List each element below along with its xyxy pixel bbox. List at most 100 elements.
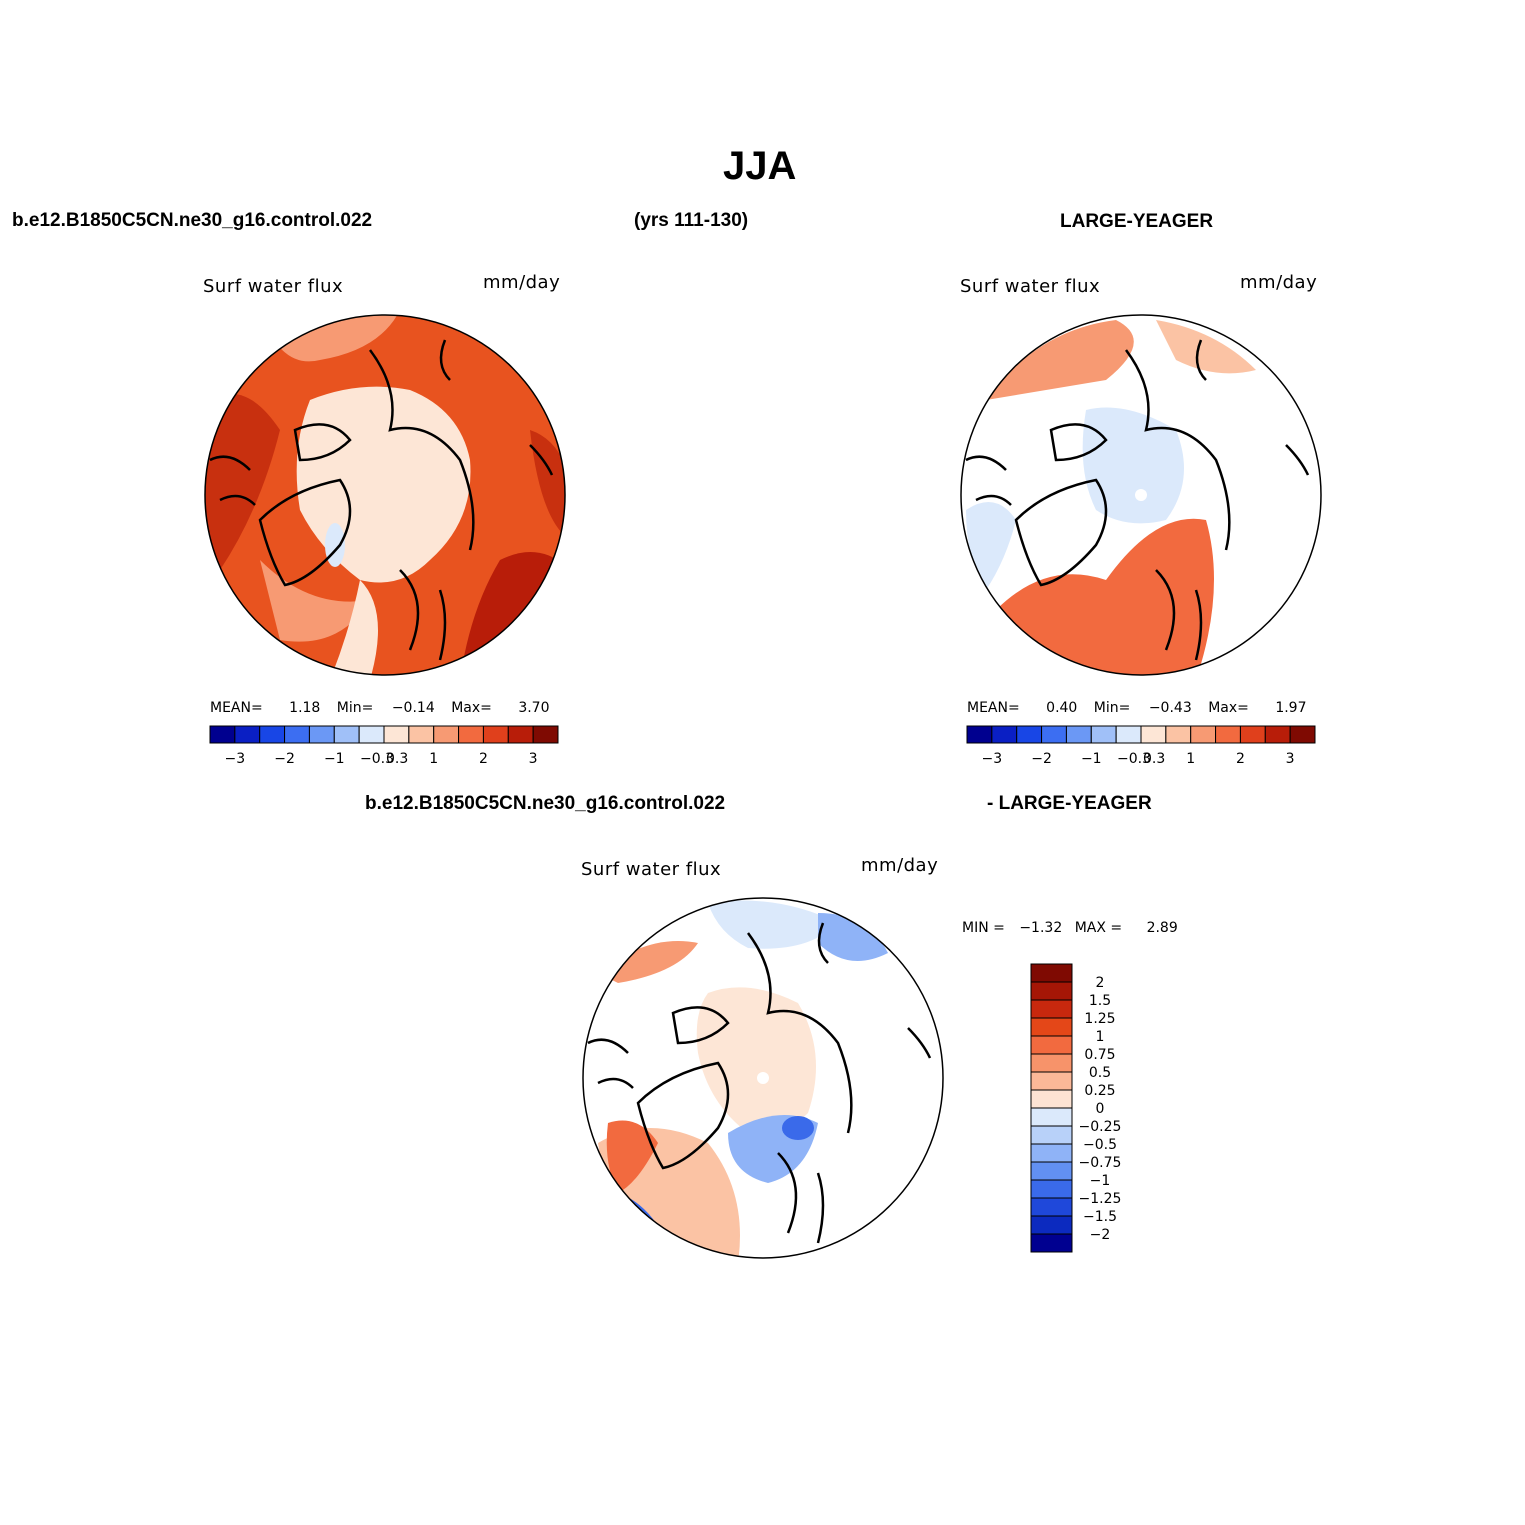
panel3-colorbar-box — [1030, 1053, 1073, 1073]
panel3-map-boundary — [582, 897, 944, 1259]
panel1-colorbar-box — [333, 725, 360, 744]
panel2-coast-outline — [1155, 569, 1203, 661]
panel2-colorbar-box — [966, 725, 993, 744]
obs-name-header: LARGE-YEAGER — [1060, 211, 1214, 232]
panel2-colorbar-box — [1264, 725, 1291, 744]
panel2-colorbar-tick: 1 — [1186, 751, 1195, 767]
panel3-coast-outline — [671, 1006, 730, 1045]
panel3-colorbar-box — [1030, 1161, 1073, 1181]
panel2-colorbar-tick: 3 — [1286, 751, 1295, 767]
panel1-colorbar-tick: 3 — [529, 751, 538, 767]
panel1-coast-outline — [209, 455, 256, 506]
panel3-colorbar-box — [1030, 1071, 1073, 1091]
panel3-colorbar-box — [1030, 981, 1073, 1001]
panel2-colorbar-box — [1140, 725, 1167, 744]
panel3-max-value: 2.89 — [1146, 920, 1178, 936]
panel2-pos-region — [1156, 320, 1256, 374]
panel3-colorbar-box — [1030, 963, 1073, 983]
panel3-colorbar-label: 0.75 — [1084, 1047, 1115, 1063]
panel3-colorbar-box — [1030, 1143, 1073, 1163]
diff-case-header: b.e12.B1850C5CN.ne30_g16.control.022 — [365, 793, 726, 814]
panel2-colorbar-tick: 0.3 — [1143, 751, 1165, 767]
panel3-colorbar-label: −0.25 — [1079, 1119, 1122, 1135]
panel1-colorbar-tick: 1 — [429, 751, 438, 767]
panel2-mean-value: 0.40 — [1046, 700, 1078, 716]
panel3-coast-outline — [907, 1027, 932, 1059]
panel2-neg-region — [966, 502, 1016, 590]
panel3-minmax: MIN = −1.32 MAX = 2.89 — [962, 920, 1178, 936]
panel3-colorbar-label: 2 — [1096, 975, 1105, 991]
panel1-colorbar-box — [209, 725, 236, 744]
panel3-colorbar-label: −1.25 — [1079, 1191, 1122, 1207]
panel3-colorbar: 2 1.5 1.25 1 0.75 0.5 0.25 0 −0.25 −0.5 −0.75 −1 −1.… — [1030, 963, 1122, 1253]
panel3-colorbar-box — [1030, 1017, 1073, 1037]
panel3-colorbar-box — [1030, 1125, 1073, 1145]
panel3-title: Surf water flux — [581, 859, 722, 880]
panel3-colorbar-box — [1030, 1107, 1073, 1127]
panel3-coast-outline — [746, 932, 853, 1134]
panel3-colorbar-box — [1030, 1197, 1073, 1217]
panel2-greenland-outline — [1014, 478, 1108, 587]
panel2-units: mm/day — [1240, 272, 1318, 293]
panel2-colorbar-box — [1190, 725, 1217, 744]
panel2-pole-marker — [1135, 489, 1147, 501]
panel1-colorbar-box — [308, 725, 335, 744]
panel3-colorbar-box — [1030, 1089, 1073, 1109]
panel2-colorbar-box — [1090, 725, 1117, 744]
panel2-colorbar-box — [1115, 725, 1142, 744]
panel2-map — [960, 314, 1322, 676]
panel3-min-value: −1.32 — [1019, 920, 1063, 936]
panel2-coast-outline — [965, 455, 1012, 506]
panel1-colorbar-box — [458, 725, 484, 744]
panel2-max-label: Max= — [1208, 700, 1249, 716]
panel1-stats: MEAN= 1.18 Min= −0.14 Max= 3.70 — [210, 700, 550, 716]
panel1-min-value: −0.14 — [391, 700, 435, 716]
panel1-negative-patch — [325, 523, 345, 567]
panel2-stats: MEAN= 0.40 Min= −0.43 Max= 1.97 — [967, 700, 1307, 716]
case-name-header: b.e12.B1850C5CN.ne30_g16.control.022 — [12, 210, 373, 231]
panel2-colorbar-box — [1016, 725, 1043, 744]
panel3-colorbar-label: 0.5 — [1089, 1065, 1111, 1081]
panel2-colorbar-box — [1041, 725, 1067, 744]
panel2-max-value: 1.97 — [1275, 700, 1307, 716]
panel1-colorbar-box — [507, 725, 534, 744]
panel1-coast-outline — [368, 349, 475, 551]
panel3-colorbar-label: 0 — [1096, 1101, 1105, 1117]
panel1-colorbar-tick: −3 — [225, 751, 246, 767]
panel3-pos-region — [598, 941, 698, 983]
panel2-colorbar-box — [1165, 725, 1192, 744]
panel1-mid-region — [260, 560, 370, 642]
panel1-coast-outline — [399, 569, 447, 661]
panel2-pos-region — [996, 518, 1214, 675]
panel3-colorbar-label: 1.5 — [1089, 993, 1111, 1009]
panel2-mean-label: MEAN= — [967, 700, 1020, 716]
panel1-max-value: 3.70 — [518, 700, 550, 716]
panel1-coast-outline — [293, 423, 352, 462]
panel1-colorbar: −3 −2 −1 −0.30.3 1 2 3 — [209, 725, 559, 767]
panel3-colorbar-label: −0.75 — [1079, 1155, 1122, 1171]
panel2-colorbar-box — [1239, 725, 1266, 744]
panel3-colorbar-box — [1030, 1179, 1073, 1199]
panel3-coast-outline — [777, 1152, 825, 1244]
panel3-neg-region — [818, 913, 888, 961]
panel1-colorbar-box — [383, 725, 410, 744]
panel3-units: mm/day — [861, 855, 939, 876]
panel3-coast-outline — [817, 922, 829, 964]
panel2-colorbar-tick: −0.3 — [1117, 751, 1151, 767]
panel2-colorbar-box — [1289, 725, 1316, 744]
panel1-colorbar-tick: 0.3 — [386, 751, 408, 767]
panel3-pos-region — [606, 1120, 658, 1193]
panel1-mean-label: MEAN= — [210, 700, 263, 716]
panel2-neg-region — [1082, 407, 1184, 524]
panel2-colorbar-tick: −3 — [982, 751, 1003, 767]
panel3-pole-marker — [757, 1072, 769, 1084]
panel2-colorbar-box — [991, 725, 1018, 744]
panel1-colorbar-box — [234, 725, 261, 744]
figure-title: JJA — [723, 144, 797, 188]
panel3-colorbar-box — [1030, 999, 1073, 1019]
panel1-colorbar-tick: 2 — [479, 751, 488, 767]
panel3-colorbar-label: −1.5 — [1083, 1209, 1117, 1225]
panel2-colorbar-tick: −2 — [1031, 751, 1052, 767]
panel1-colorbar-box — [482, 725, 509, 744]
panel2-pos-region — [986, 320, 1134, 400]
